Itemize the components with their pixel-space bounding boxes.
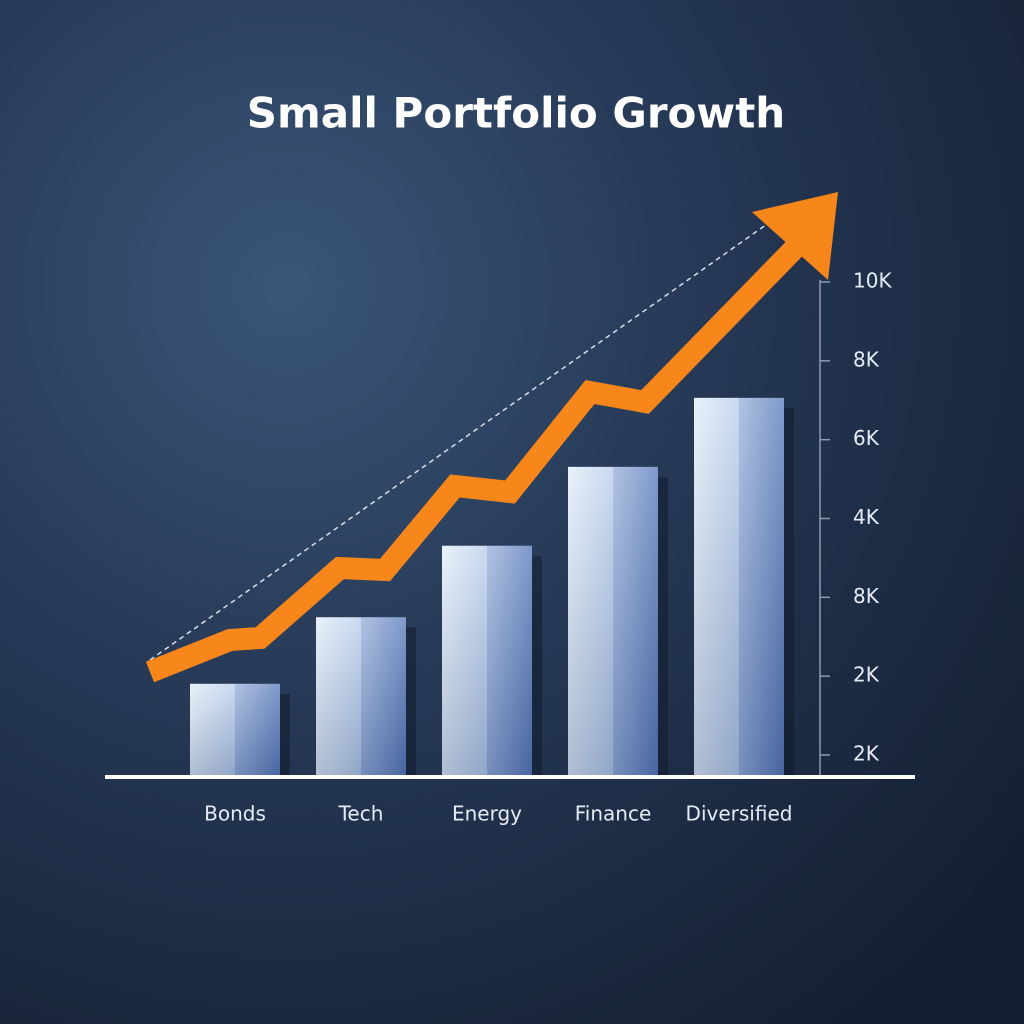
bars <box>190 397 794 775</box>
y-axis-label: 8K <box>853 347 880 371</box>
x-tick-label: Finance <box>575 802 652 826</box>
bar-shade <box>442 545 532 775</box>
dashed-trend <box>149 221 771 661</box>
trend-line <box>145 240 803 683</box>
y-axis-label: 2K <box>853 663 880 687</box>
bar-shade <box>190 683 280 775</box>
trend-arrow <box>145 192 838 683</box>
chart-title: Small Portfolio Growth <box>247 89 785 138</box>
y-axis-label: 8K <box>853 584 880 608</box>
trend-arrowhead <box>752 192 838 280</box>
y-axis-label: 2K <box>853 742 880 766</box>
x-tick-label: Tech <box>338 802 384 826</box>
bar-shade <box>694 397 784 775</box>
y-axis-label: 6K <box>853 426 880 450</box>
x-tick-label: Bonds <box>204 802 266 826</box>
bar-shade <box>568 466 658 775</box>
x-tick-label: Energy <box>452 802 522 826</box>
y-axis-label: 10K <box>853 269 892 293</box>
y-axis-label: 4K <box>853 505 880 529</box>
bar-shade <box>316 617 406 775</box>
x-tick-label: Diversified <box>686 802 793 826</box>
